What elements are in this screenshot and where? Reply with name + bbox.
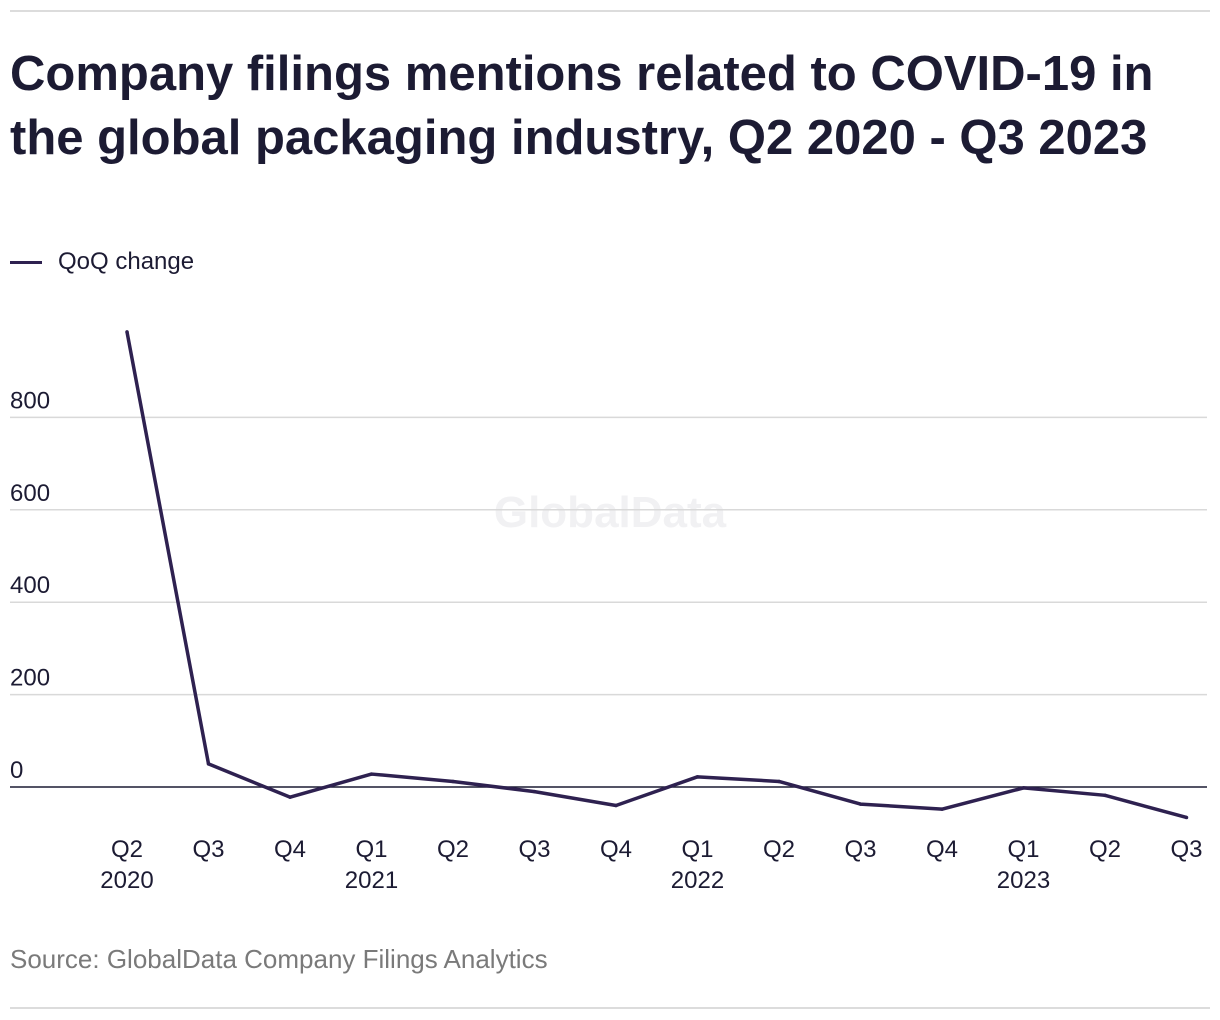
data-point	[451, 779, 455, 784]
data-point	[206, 762, 211, 766]
y-tick-label: 200	[10, 665, 50, 692]
y-tick-label: 400	[10, 572, 50, 599]
x-axis-ticks: Q2 2020 Q3 Q4 Q1 2021 Q2 Q3 Q4 Q1 2022 Q2 Q3 Q4 Q1 2023…	[100, 836, 1202, 894]
x-tick-label: Q4	[274, 836, 306, 863]
y-axis-ticks: 0 200 400 600 800	[10, 387, 50, 784]
series-line-qoq-change	[125, 331, 1187, 820]
y-tick-label: 600	[10, 480, 50, 507]
x-tick-label: Q3	[844, 836, 876, 863]
data-point	[369, 772, 374, 776]
data-point	[1184, 815, 1189, 820]
x-tick-label: Q2	[1089, 836, 1121, 863]
x-tick-year-label: 2020	[100, 867, 153, 894]
legend: QoQ change	[10, 246, 194, 278]
top-divider	[10, 10, 1210, 12]
x-tick-label: Q1	[1007, 836, 1039, 863]
x-tick-label: Q4	[600, 836, 632, 863]
data-point	[940, 807, 944, 811]
data-point	[858, 802, 863, 806]
series-layer	[125, 330, 1189, 820]
data-point	[125, 330, 129, 334]
source-note: Source: GlobalData Company Filings Analy…	[10, 944, 548, 974]
y-tick-label: 800	[10, 387, 50, 414]
x-tick-year-label: 2022	[671, 867, 724, 894]
chart-title: Company filings mentions related to COVI…	[10, 47, 1154, 165]
data-point	[695, 775, 700, 779]
x-tick-label: Q3	[192, 836, 224, 863]
data-point	[288, 795, 292, 799]
data-point	[1021, 786, 1026, 790]
x-tick-label: Q2	[111, 836, 143, 863]
x-tick-label: Q2	[437, 836, 469, 863]
x-tick-label: Q3	[1170, 836, 1202, 863]
data-point	[777, 779, 781, 784]
legend-swatch	[10, 260, 42, 264]
x-tick-label: Q1	[355, 836, 387, 863]
data-point	[532, 789, 537, 794]
y-tick-label: 0	[10, 757, 23, 784]
grid-layer	[10, 416, 1207, 788]
watermark: GlobalData	[494, 488, 727, 537]
x-tick-label: Q2	[763, 836, 795, 863]
legend-label: QoQ change	[58, 248, 195, 275]
x-tick-year-label: 2023	[997, 867, 1050, 894]
x-tick-label: Q4	[926, 836, 958, 863]
x-tick-label: Q3	[518, 836, 550, 863]
x-tick-year-label: 2021	[345, 867, 398, 894]
bottom-divider	[10, 1007, 1210, 1009]
data-point	[614, 803, 618, 808]
x-tick-label: Q1	[681, 836, 713, 863]
data-point	[1103, 793, 1107, 798]
